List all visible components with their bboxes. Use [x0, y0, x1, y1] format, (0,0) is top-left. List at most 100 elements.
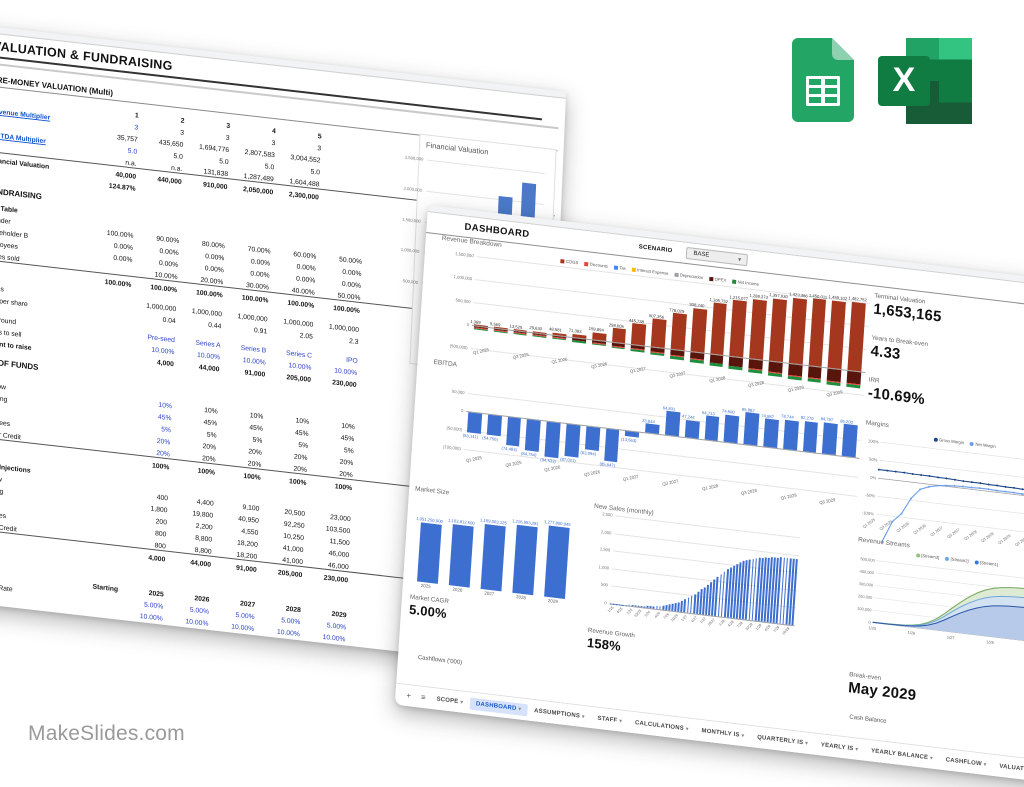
x-tick-label: Q3 2027	[661, 478, 679, 487]
sheet-tab-valuation[interactable]: VALUATION▾	[999, 763, 1024, 774]
y-tick-label: 0	[604, 600, 607, 606]
cell[interactable]: 10.00%	[185, 618, 209, 628]
svg-text:1/25: 1/25	[868, 625, 877, 631]
bar-label: 74,887	[761, 412, 775, 420]
bar	[768, 298, 787, 363]
bar-label: 1,215,077	[729, 293, 749, 302]
cell: 44,000	[198, 364, 220, 374]
x-tick-label: 1/29	[754, 623, 763, 632]
bar-label: 445,738	[628, 317, 645, 325]
chevron-down-icon: ▾	[518, 705, 522, 713]
cell[interactable]: 10.00%	[276, 628, 300, 639]
cell: 230,000	[323, 574, 349, 585]
legend-item: [Stream1]	[974, 559, 998, 567]
y-tick-label: (500,000)	[449, 343, 468, 351]
revenue-streams-chart: Revenue Streams [Stream3] [Stream2] [Strea…	[851, 536, 1024, 668]
legend-item: [Stream3]	[915, 552, 939, 560]
bar	[709, 302, 728, 356]
x-tick-label: Q3 2025	[511, 351, 529, 360]
sheet-tab-yearly-is[interactable]: YEARLY IS ▾	[820, 741, 859, 753]
sheet-tab-dashboard[interactable]: DASHBOARD ▾	[469, 696, 528, 716]
legend-item: Net Income	[732, 279, 759, 287]
bar	[704, 415, 720, 442]
scenario-label: SCENARIO	[638, 244, 673, 255]
sheet-tab-calculations[interactable]: CALCULATIONS ▾	[634, 719, 689, 733]
x-tick-label: 4/25	[616, 606, 624, 615]
svg-text:X: X	[893, 61, 916, 99]
legend-item: Gross Margin	[933, 437, 964, 445]
sheet-tab-scope[interactable]: SCOPE ▾	[436, 695, 464, 706]
bar-label: 29,630	[529, 324, 543, 332]
x-tick-label: 4/29	[763, 624, 772, 633]
svg-text:100%: 100%	[868, 438, 879, 444]
cell	[320, 214, 366, 219]
x-tick-label: 10/27	[707, 617, 717, 627]
bar-label: (87,021)	[560, 456, 576, 464]
bar-segment	[493, 330, 508, 334]
sheet-tab-quarterly-is[interactable]: QUARTERLY IS ▾	[756, 734, 809, 747]
y-tick-label: 1,500,000	[454, 251, 474, 259]
market-cagr-kpi: Market CAGR 5.00%	[409, 594, 449, 622]
bar-label: 74,500	[721, 408, 735, 415]
x-tick-label: Q3 2026	[590, 361, 608, 370]
bar-label: (54,756)	[482, 435, 499, 443]
bar	[664, 410, 681, 437]
bar-label: 23,844	[641, 417, 655, 425]
x-tick-label: 7/26	[662, 612, 670, 620]
bar-label: (63,094)	[580, 450, 597, 457]
svg-text:50%: 50%	[869, 457, 878, 463]
bar-label: 86,200	[840, 417, 854, 425]
sheet-tab-staff[interactable]: STAFF ▾	[597, 715, 623, 725]
bar-label: 1,357,630	[769, 292, 789, 300]
cell[interactable]: 10.00%	[322, 633, 346, 644]
cell: 4,000	[148, 554, 166, 564]
dashboard-sheet-window: DASHBOARD SCENARIO BASE ▾ Revenue Breakd…	[394, 205, 1024, 787]
bar	[611, 327, 627, 344]
sheet-tab-assumptions[interactable]: ASSUMPTIONS ▾	[533, 707, 585, 720]
legend-swatch	[560, 258, 565, 264]
x-tick-label: 2028	[515, 594, 527, 601]
bar-label: (13,563)	[620, 436, 637, 444]
bar-segment	[532, 335, 547, 339]
sheet-tab-cashflow[interactable]: CASHFLOW ▾	[945, 756, 987, 768]
legend-item: OPEX	[709, 276, 726, 283]
svg-text:400,000: 400,000	[859, 569, 874, 576]
cell[interactable]: 10.00%	[139, 613, 163, 623]
sheet-tab-monthly-is[interactable]: MONTHLY IS ▾	[701, 727, 745, 739]
bar-segment	[611, 346, 626, 350]
x-tick-label: 1/28	[717, 618, 726, 627]
bar-label: 78,744	[780, 413, 794, 421]
x-tick-label: 2025	[420, 582, 431, 590]
bar-label: 607,356	[648, 312, 665, 320]
legend-swatch	[915, 552, 920, 558]
sheet-tab-yearly-balance[interactable]: YEARLY BALANCE ▾	[870, 747, 934, 762]
bar	[827, 300, 847, 370]
svg-text:100,000: 100,000	[857, 606, 872, 613]
svg-text:Q3 2025: Q3 2025	[879, 520, 893, 531]
x-tick-label: 7/29	[773, 625, 781, 634]
bar	[505, 416, 522, 447]
bar	[729, 299, 748, 358]
x-tick-label: 2026	[452, 586, 463, 593]
all-sheets-menu-icon[interactable]: ≡	[420, 692, 426, 703]
scenario-select[interactable]: BASE ▾	[686, 246, 749, 267]
cell: 91,000	[235, 564, 257, 574]
x-tick-label: Q3 2025	[504, 459, 522, 468]
cell[interactable]: 10.00%	[231, 623, 255, 634]
bar-segment	[513, 332, 527, 336]
grid-line	[427, 159, 545, 175]
chevron-down-icon: ▾	[619, 717, 623, 725]
bar-segment	[787, 375, 802, 381]
svg-text:0: 0	[868, 620, 871, 625]
row-label	[0, 601, 73, 613]
x-tick-label: Q1 2028	[701, 483, 719, 492]
bar	[525, 419, 541, 453]
bar-label: (74,484)	[501, 444, 518, 452]
chevron-down-icon: ▾	[741, 732, 745, 739]
svg-text:Q1 2026: Q1 2026	[896, 522, 910, 533]
x-tick-label: Q1 2026	[543, 464, 561, 473]
bar-label: 938,240	[689, 301, 705, 309]
y-tick-label: 500,000	[455, 297, 471, 305]
chevron-down-icon: ▾	[855, 745, 859, 753]
add-sheet-icon[interactable]: +	[406, 690, 412, 701]
